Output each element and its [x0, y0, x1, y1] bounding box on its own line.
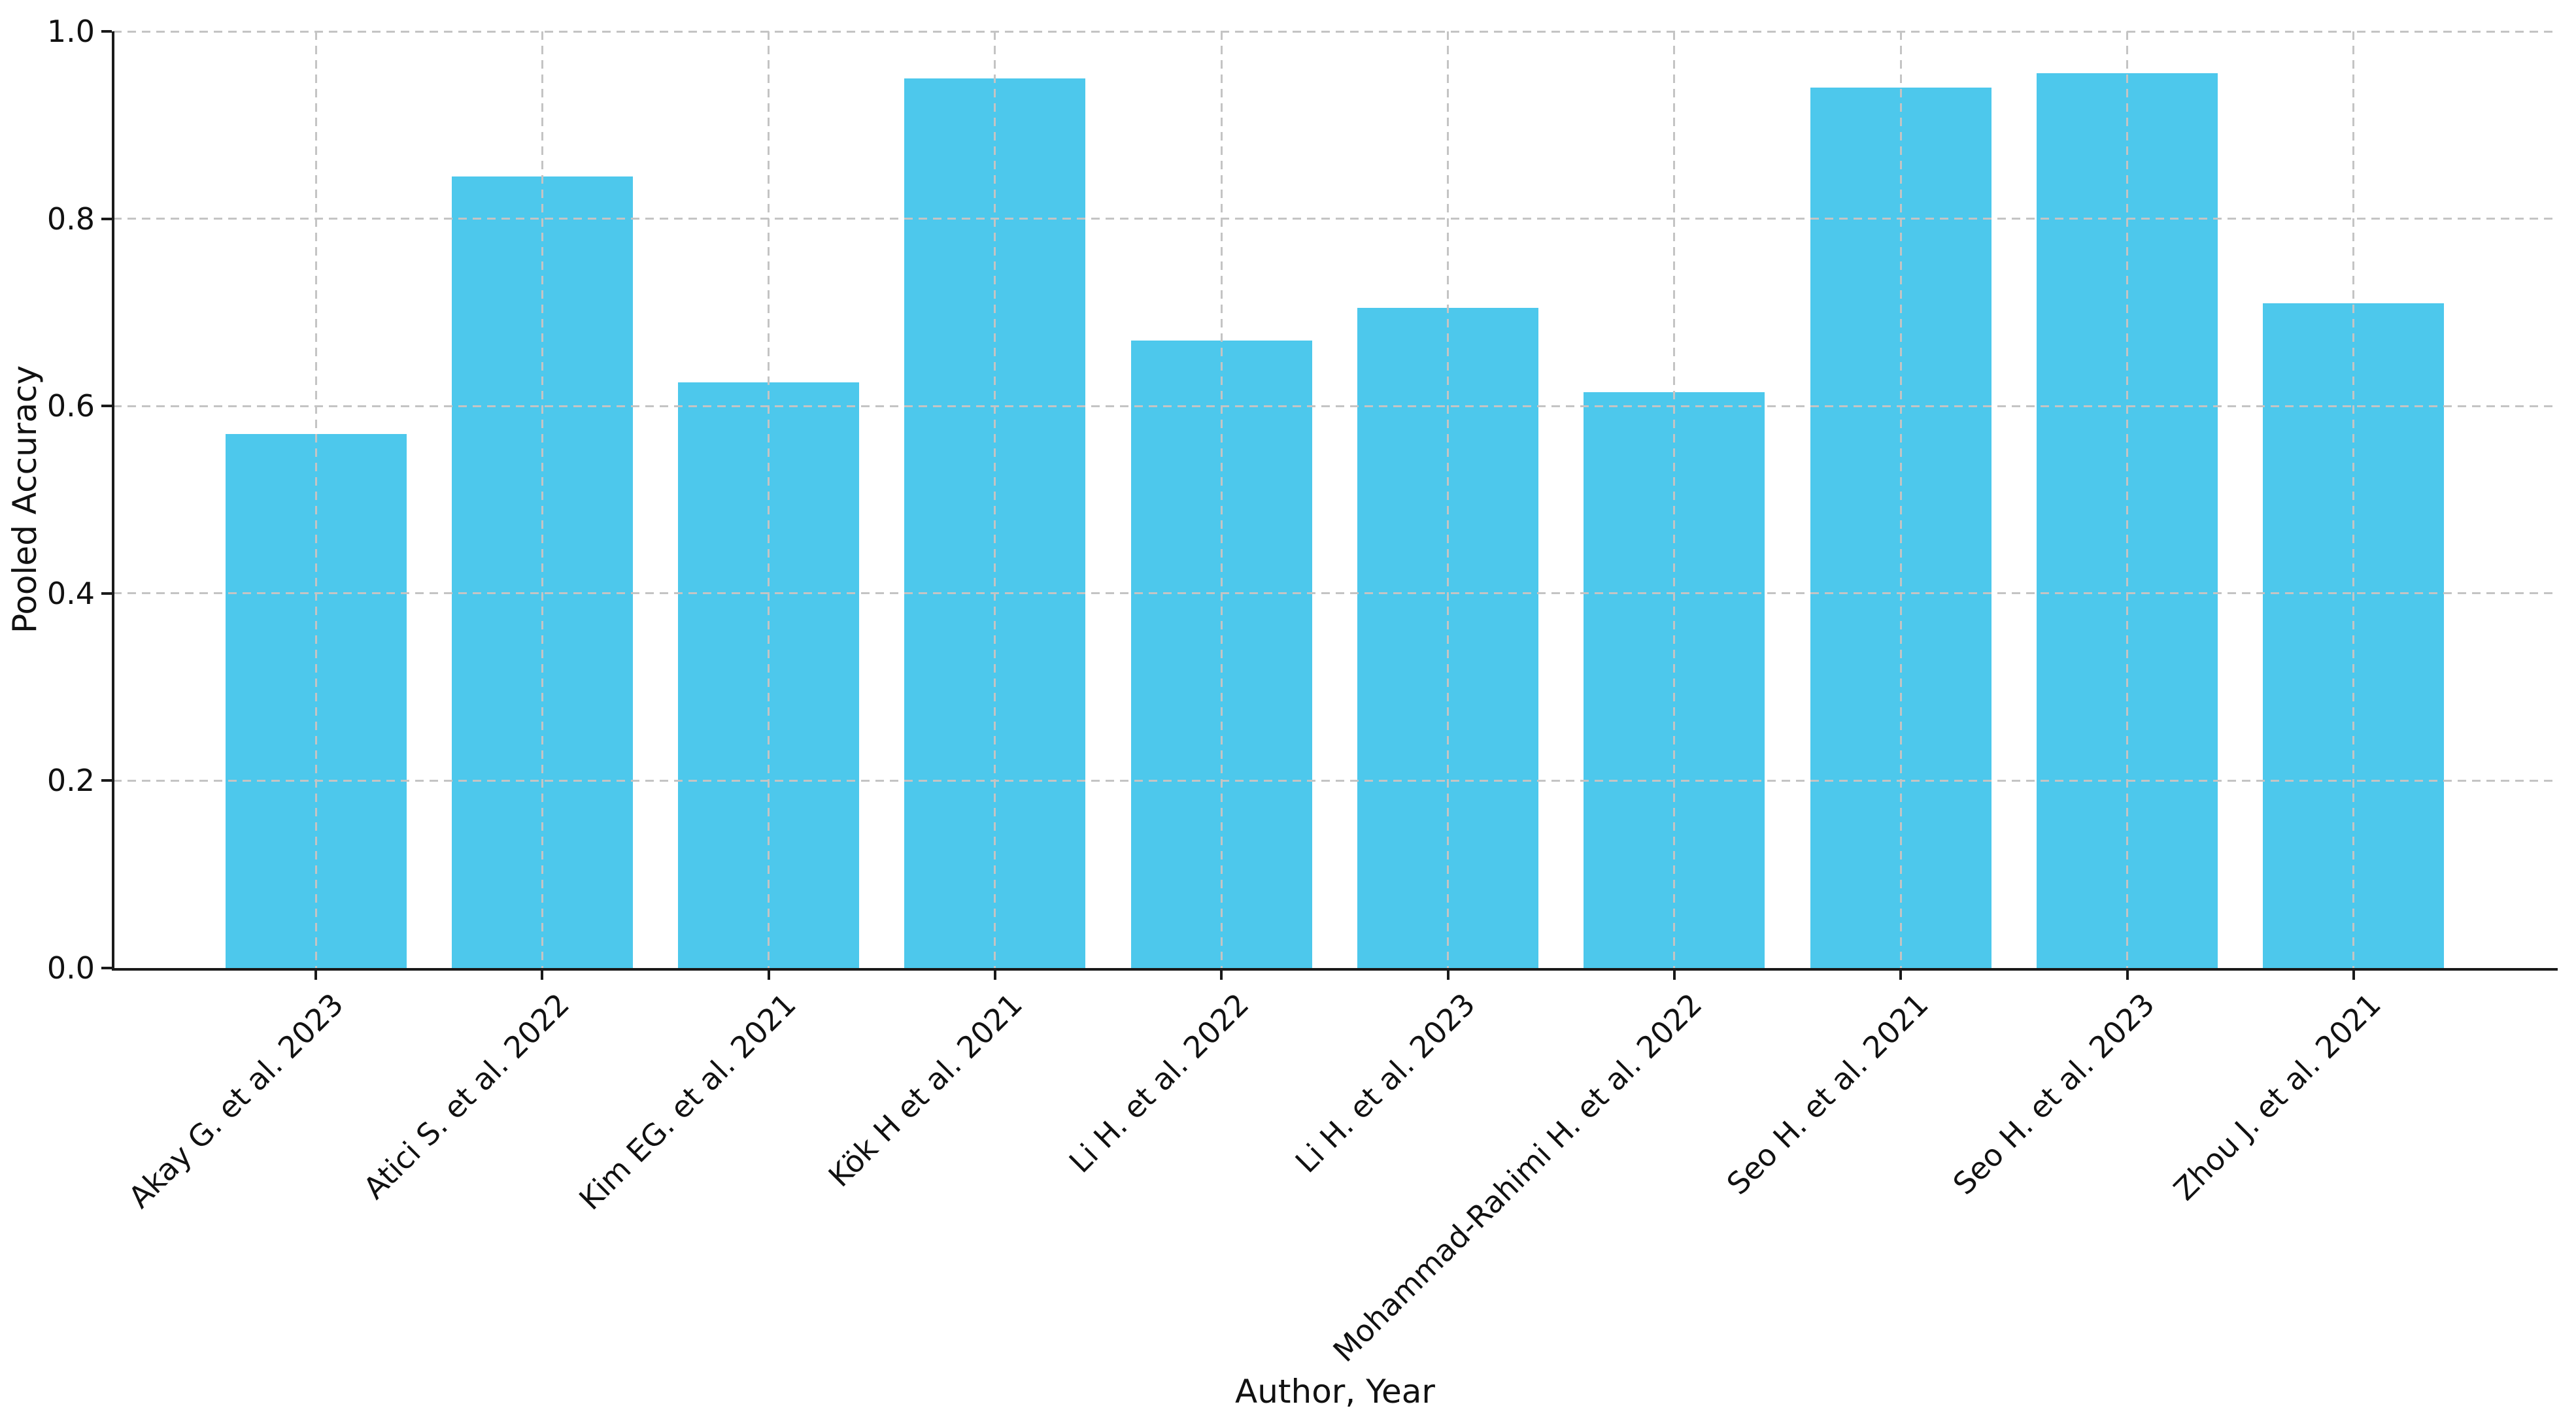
vertical-gridline	[768, 31, 770, 968]
x-axis-tick	[541, 969, 544, 980]
y-tick-label: 0.4	[46, 575, 95, 611]
x-tick-label: Kök H et al. 2021	[821, 986, 1030, 1194]
vertical-gridline	[1899, 31, 1902, 968]
y-axis-tick	[101, 592, 112, 595]
vertical-gridline	[1447, 31, 1449, 968]
x-tick-label: Atici S. et al. 2022	[356, 986, 577, 1206]
horizontal-gridline	[113, 779, 2556, 782]
y-tick-label: 0.6	[46, 388, 95, 424]
x-axis-tick	[2126, 969, 2129, 980]
horizontal-gridline	[113, 30, 2556, 33]
y-axis-line	[112, 31, 114, 971]
x-axis-tick	[2352, 969, 2355, 980]
y-tick-label: 0.8	[46, 201, 95, 237]
horizontal-gridline	[113, 592, 2556, 595]
x-tick-label: Seo H. et al. 2021	[1720, 986, 1935, 1202]
vertical-gridline	[1220, 31, 1223, 968]
y-tick-label: 0.0	[46, 950, 95, 986]
x-axis-tick	[1899, 969, 1903, 980]
x-axis-tick	[767, 969, 770, 980]
x-axis-tick	[1220, 969, 1223, 980]
x-axis-title: Author, Year	[1235, 1373, 1435, 1411]
y-axis-tick	[101, 967, 112, 969]
vertical-gridline	[1673, 31, 1676, 968]
vertical-gridline	[541, 31, 543, 968]
x-axis-line	[112, 968, 2558, 971]
x-tick-label: Seo H. et al. 2023	[1946, 986, 2161, 1202]
x-tick-label: Akay G. et al. 2023	[121, 986, 350, 1215]
horizontal-gridline	[113, 405, 2556, 407]
vertical-gridline	[994, 31, 996, 968]
y-axis-tick	[101, 217, 112, 220]
x-axis-tick	[1672, 969, 1676, 980]
x-axis-tick	[1446, 969, 1449, 980]
x-tick-label: Kim EG. et al. 2021	[572, 986, 803, 1217]
y-axis-title: Pooled Accuracy	[6, 365, 44, 634]
horizontal-gridline	[113, 218, 2556, 220]
y-tick-label: 1.0	[46, 14, 95, 49]
vertical-gridline	[2352, 31, 2355, 968]
vertical-gridline	[2126, 31, 2129, 968]
y-axis-tick	[101, 779, 112, 782]
x-tick-label: Zhou J. et al. 2021	[2167, 986, 2388, 1207]
x-tick-label: Li H. et al. 2023	[1289, 986, 1482, 1180]
x-tick-label: Li H. et al. 2022	[1062, 986, 1256, 1180]
x-axis-tick	[314, 969, 317, 980]
y-tick-label: 0.2	[46, 763, 95, 799]
x-tick-label: Mohammad-Rahimi H. et al. 2022	[1326, 986, 1709, 1369]
y-axis-tick	[101, 405, 112, 408]
vertical-gridline	[314, 31, 317, 968]
y-axis-tick	[101, 30, 112, 33]
x-axis-tick	[993, 969, 996, 980]
